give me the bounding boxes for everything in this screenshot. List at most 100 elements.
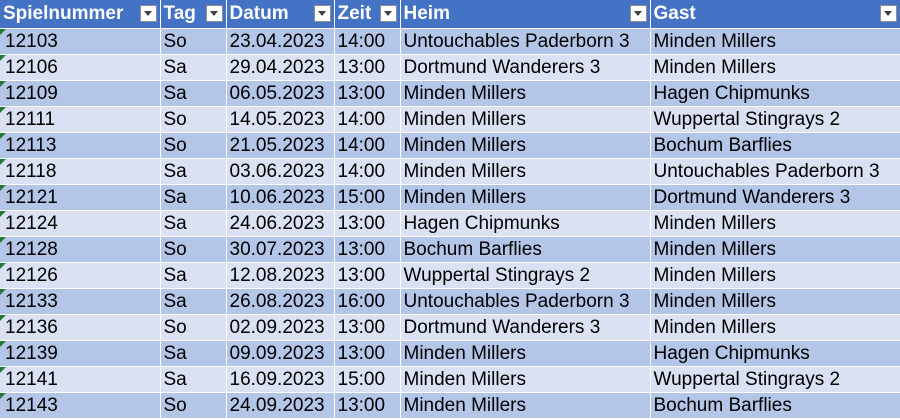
column-header-zeit[interactable]: Zeit <box>334 0 401 29</box>
cell-gast[interactable]: Wuppertal Stingrays 2 <box>650 366 900 393</box>
cell-heim[interactable]: Untouchables Paderborn 3 <box>400 28 651 55</box>
cell-tag[interactable]: So <box>160 132 227 159</box>
column-header-gast[interactable]: Gast <box>650 0 900 29</box>
cell-spielnummer[interactable]: 12111 <box>0 106 161 133</box>
cell-spielnummer[interactable]: 12121 <box>0 184 161 211</box>
cell-heim[interactable]: Dortmund Wanderers 3 <box>400 314 651 341</box>
cell-spielnummer[interactable]: 12141 <box>0 366 161 393</box>
cell-spielnummer[interactable]: 12143 <box>0 392 161 419</box>
filter-dropdown-button[interactable] <box>205 5 223 22</box>
cell-gast[interactable]: Wuppertal Stingrays 2 <box>650 106 900 133</box>
cell-gast[interactable]: Minden Millers <box>650 288 900 315</box>
cell-zeit[interactable]: 13:00 <box>334 392 401 419</box>
cell-heim[interactable]: Hagen Chipmunks <box>400 210 651 237</box>
cell-tag[interactable]: Sa <box>160 262 227 289</box>
column-header-tag[interactable]: Tag <box>160 0 227 29</box>
cell-datum[interactable]: 24.06.2023 <box>226 210 335 237</box>
cell-zeit[interactable]: 13:00 <box>334 210 401 237</box>
cell-heim[interactable]: Minden Millers <box>400 184 651 211</box>
cell-datum[interactable]: 09.09.2023 <box>226 340 335 367</box>
cell-datum[interactable]: 10.06.2023 <box>226 184 335 211</box>
cell-gast[interactable]: Hagen Chipmunks <box>650 80 900 107</box>
cell-spielnummer[interactable]: 12109 <box>0 80 161 107</box>
cell-tag[interactable]: Sa <box>160 340 227 367</box>
cell-datum[interactable]: 12.08.2023 <box>226 262 335 289</box>
cell-heim[interactable]: Wuppertal Stingrays 2 <box>400 262 651 289</box>
cell-spielnummer[interactable]: 12139 <box>0 340 161 367</box>
cell-spielnummer[interactable]: 12118 <box>0 158 161 185</box>
cell-zeit[interactable]: 13:00 <box>334 314 401 341</box>
cell-spielnummer[interactable]: 12136 <box>0 314 161 341</box>
cell-spielnummer[interactable]: 12126 <box>0 262 161 289</box>
cell-zeit[interactable]: 15:00 <box>334 184 401 211</box>
cell-spielnummer[interactable]: 12106 <box>0 54 161 81</box>
filter-dropdown-button[interactable] <box>879 5 897 22</box>
cell-spielnummer[interactable]: 12103 <box>0 28 161 55</box>
cell-gast[interactable]: Minden Millers <box>650 236 900 263</box>
cell-zeit[interactable]: 13:00 <box>334 262 401 289</box>
cell-datum[interactable]: 06.05.2023 <box>226 80 335 107</box>
cell-datum[interactable]: 30.07.2023 <box>226 236 335 263</box>
cell-heim[interactable]: Minden Millers <box>400 366 651 393</box>
cell-heim[interactable]: Minden Millers <box>400 80 651 107</box>
cell-gast[interactable]: Minden Millers <box>650 28 900 55</box>
cell-tag[interactable]: So <box>160 28 227 55</box>
cell-tag[interactable]: So <box>160 106 227 133</box>
cell-zeit[interactable]: 14:00 <box>334 132 401 159</box>
filter-dropdown-button[interactable] <box>629 5 647 22</box>
cell-spielnummer[interactable]: 12124 <box>0 210 161 237</box>
cell-zeit[interactable]: 13:00 <box>334 54 401 81</box>
cell-datum[interactable]: 21.05.2023 <box>226 132 335 159</box>
filter-dropdown-button[interactable] <box>313 5 331 22</box>
cell-heim[interactable]: Dortmund Wanderers 3 <box>400 54 651 81</box>
cell-heim[interactable]: Minden Millers <box>400 158 651 185</box>
column-header-heim[interactable]: Heim <box>400 0 651 29</box>
cell-gast[interactable]: Bochum Barflies <box>650 132 900 159</box>
cell-gast[interactable]: Hagen Chipmunks <box>650 340 900 367</box>
cell-zeit[interactable]: 13:00 <box>334 236 401 263</box>
filter-dropdown-button[interactable] <box>139 5 157 22</box>
cell-tag[interactable]: Sa <box>160 366 227 393</box>
cell-gast[interactable]: Minden Millers <box>650 54 900 81</box>
cell-tag[interactable]: Sa <box>160 158 227 185</box>
cell-datum[interactable]: 14.05.2023 <box>226 106 335 133</box>
cell-zeit[interactable]: 13:00 <box>334 80 401 107</box>
cell-gast[interactable]: Bochum Barflies <box>650 392 900 419</box>
cell-datum[interactable]: 02.09.2023 <box>226 314 335 341</box>
cell-heim[interactable]: Minden Millers <box>400 392 651 419</box>
cell-zeit[interactable]: 14:00 <box>334 158 401 185</box>
cell-zeit[interactable]: 14:00 <box>334 28 401 55</box>
cell-zeit[interactable]: 16:00 <box>334 288 401 315</box>
cell-datum[interactable]: 26.08.2023 <box>226 288 335 315</box>
cell-spielnummer[interactable]: 12113 <box>0 132 161 159</box>
cell-tag[interactable]: Sa <box>160 210 227 237</box>
cell-datum[interactable]: 24.09.2023 <box>226 392 335 419</box>
cell-heim[interactable]: Minden Millers <box>400 340 651 367</box>
cell-gast[interactable]: Untouchables Paderborn 3 <box>650 158 900 185</box>
cell-gast[interactable]: Minden Millers <box>650 210 900 237</box>
cell-datum[interactable]: 16.09.2023 <box>226 366 335 393</box>
cell-gast[interactable]: Dortmund Wanderers 3 <box>650 184 900 211</box>
cell-heim[interactable]: Minden Millers <box>400 106 651 133</box>
cell-heim[interactable]: Bochum Barflies <box>400 236 651 263</box>
cell-zeit[interactable]: 15:00 <box>334 366 401 393</box>
cell-tag[interactable]: So <box>160 314 227 341</box>
cell-tag[interactable]: Sa <box>160 80 227 107</box>
column-header-spielnummer[interactable]: Spielnummer <box>0 0 161 29</box>
cell-gast[interactable]: Minden Millers <box>650 262 900 289</box>
cell-heim[interactable]: Minden Millers <box>400 132 651 159</box>
cell-heim[interactable]: Untouchables Paderborn 3 <box>400 288 651 315</box>
filter-dropdown-button[interactable] <box>379 5 397 22</box>
cell-tag[interactable]: Sa <box>160 288 227 315</box>
cell-datum[interactable]: 03.06.2023 <box>226 158 335 185</box>
column-header-datum[interactable]: Datum <box>226 0 335 29</box>
cell-gast[interactable]: Minden Millers <box>650 314 900 341</box>
cell-tag[interactable]: Sa <box>160 184 227 211</box>
cell-tag[interactable]: So <box>160 392 227 419</box>
cell-datum[interactable]: 29.04.2023 <box>226 54 335 81</box>
cell-spielnummer[interactable]: 12128 <box>0 236 161 263</box>
cell-zeit[interactable]: 13:00 <box>334 340 401 367</box>
cell-tag[interactable]: So <box>160 236 227 263</box>
cell-zeit[interactable]: 14:00 <box>334 106 401 133</box>
cell-spielnummer[interactable]: 12133 <box>0 288 161 315</box>
